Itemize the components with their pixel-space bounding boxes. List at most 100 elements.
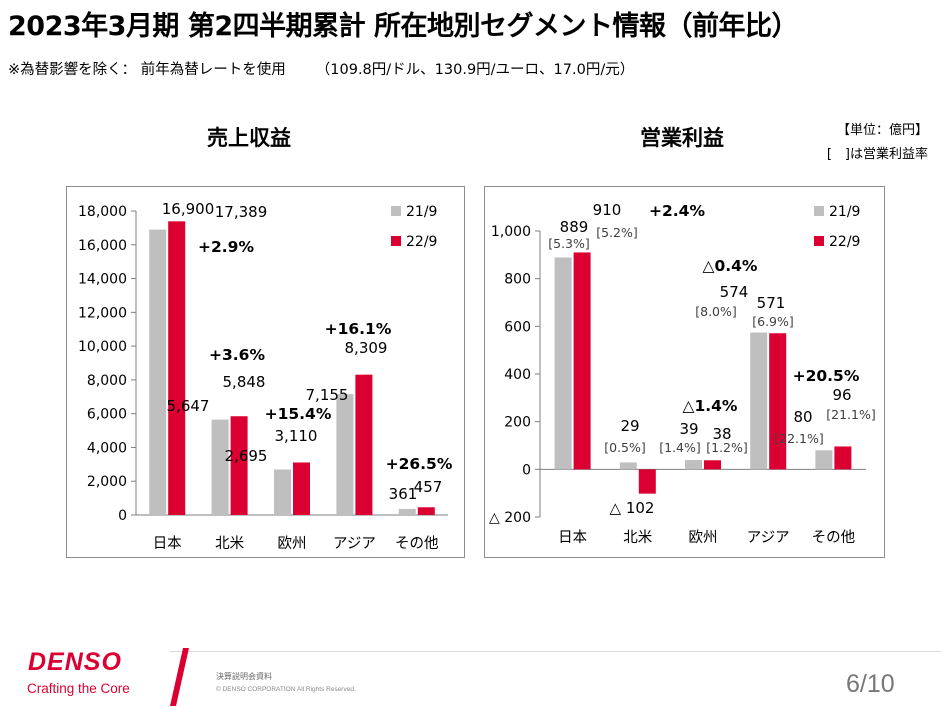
y-tick-label: 800 <box>504 272 531 288</box>
unit-label: 【単位：億円】 <box>836 123 928 138</box>
margin-label: [5.3%] <box>548 236 590 251</box>
category-label: その他 <box>812 529 856 546</box>
category-label: 日本 <box>558 529 587 546</box>
margin-label: [0.5%] <box>604 440 646 455</box>
y-tick-label: 0 <box>118 508 127 524</box>
data-label: 457 <box>414 478 443 496</box>
data-label: 5,848 <box>223 373 266 391</box>
growth-label: △1.4% <box>683 397 738 415</box>
y-tick-label: 8,000 <box>87 373 127 389</box>
category-label: 欧州 <box>278 535 307 552</box>
bar-prior <box>815 450 833 470</box>
data-label: 16,900 <box>162 200 215 218</box>
y-tick-label: 600 <box>504 319 531 335</box>
category-label: 日本 <box>153 535 182 552</box>
margin-label: [22.1%] <box>774 431 823 446</box>
bar-prior <box>750 332 768 470</box>
margin-label: [1.2%] <box>706 440 748 455</box>
bar-current <box>769 333 787 470</box>
data-label: 17,389 <box>215 203 268 221</box>
category-label: その他 <box>395 535 439 552</box>
legend-label: 22/9 <box>829 234 860 250</box>
bar-prior <box>554 257 572 470</box>
growth-label: +16.1% <box>325 320 392 338</box>
y-tick-label: 4,000 <box>87 440 127 456</box>
growth-label: +15.4% <box>265 405 332 423</box>
y-tick-label: 14,000 <box>78 272 127 288</box>
tagline: Crafting the Core <box>27 681 130 696</box>
legend-swatch-prior <box>391 206 401 216</box>
margin-label: [8.0%] <box>695 304 737 319</box>
category-label: アジア <box>333 536 376 552</box>
margin-label: [6.9%] <box>752 314 794 329</box>
revenue-chart: 0 2,000 4,000 6,000 8,000 10,000 12,000 14,000 1… <box>66 186 465 558</box>
bar-current <box>704 460 721 470</box>
bar-current <box>293 462 310 515</box>
chart-frame <box>484 186 885 558</box>
y-tick-label: 10,000 <box>78 339 127 355</box>
margin-label: [21.1%] <box>826 407 875 422</box>
data-label: 29 <box>620 417 639 435</box>
data-label: 574 <box>720 283 749 301</box>
category-label: 北米 <box>215 535 244 552</box>
y-tick-label: 16,000 <box>78 238 127 254</box>
exchange-rate-values: （109.8円/ドル、130.9円/ユーロ、17.0円/元） <box>315 62 635 78</box>
exchange-rate-note: ※為替影響を除く： 前年為替レートを使用 （109.8円/ドル、130.9円/ユー… <box>8 58 634 79</box>
copyright: © DENSO CORPORATION All Rights Reserved. <box>216 686 356 693</box>
category-label: 欧州 <box>689 529 718 546</box>
growth-label: +26.5% <box>386 455 453 473</box>
y-tick-label: 0 <box>522 462 531 478</box>
data-label: 2,695 <box>225 447 268 465</box>
growth-label: +2.4% <box>649 202 705 220</box>
bar-current <box>168 221 186 516</box>
bar-current <box>355 374 373 515</box>
bar-prior <box>274 469 291 515</box>
legend-swatch-prior <box>814 206 824 216</box>
document-label: 決算説明会資料 <box>216 672 272 681</box>
bar-prior <box>619 462 637 470</box>
y-tick-label: 400 <box>504 367 531 383</box>
data-label: 5,647 <box>167 397 210 415</box>
unit-note: 【単位：億円】 [ ]は営業利益率 <box>827 119 928 167</box>
denso-logo: DENSO <box>28 648 122 676</box>
growth-label: +20.5% <box>793 367 860 385</box>
data-label: 8,309 <box>345 339 388 357</box>
category-label: アジア <box>747 530 790 546</box>
y-tick-label: 18,000 <box>78 204 127 220</box>
data-label: 80 <box>793 408 812 426</box>
chart-frame <box>66 186 465 558</box>
data-label: △ 102 <box>610 499 655 517</box>
bar-current <box>230 416 248 515</box>
data-label: 571 <box>757 294 786 312</box>
bar-prior <box>398 508 416 515</box>
y-tick-label: 2,000 <box>87 474 127 490</box>
y-tick-label: 12,000 <box>78 305 127 321</box>
data-label: 96 <box>832 386 851 404</box>
growth-label: +3.6% <box>209 346 265 364</box>
data-label: 39 <box>679 420 698 438</box>
operating-profit-chart: △ 200 0 200 400 600 800 1,000 日本 889[5.3%] 910 [5.… <box>484 186 885 558</box>
legend-swatch-current <box>391 236 401 246</box>
legend-swatch-current <box>814 236 824 246</box>
y-tick-label: 1,000 <box>491 224 531 240</box>
bar-current <box>417 507 435 515</box>
growth-label: +2.9% <box>198 238 254 256</box>
legend-label: 21/9 <box>406 204 437 220</box>
page-number: 6/10 <box>846 670 895 698</box>
bar-current <box>834 446 852 470</box>
page-title: 2023年3月期 第2四半期累計 所在地別セグメント情報（前年比） <box>8 11 799 42</box>
growth-label: △0.4% <box>703 257 758 275</box>
slash-mark <box>170 648 189 706</box>
exchange-rate-label: ※為替影響を除く： 前年為替レートを使用 <box>8 62 286 78</box>
category-label: 北米 <box>623 529 652 546</box>
data-label: 361 <box>389 485 418 503</box>
bar-current <box>638 469 656 494</box>
legend-label: 22/9 <box>406 234 437 250</box>
bar-prior <box>336 394 354 515</box>
margin-label: [1.4%] <box>659 440 701 455</box>
y-tick-label: 200 <box>504 415 531 431</box>
data-label: 910 <box>593 201 622 219</box>
y-tick-label: 6,000 <box>87 407 127 423</box>
bracket-note: [ ]は営業利益率 <box>826 147 928 162</box>
footer-divider <box>170 651 941 652</box>
